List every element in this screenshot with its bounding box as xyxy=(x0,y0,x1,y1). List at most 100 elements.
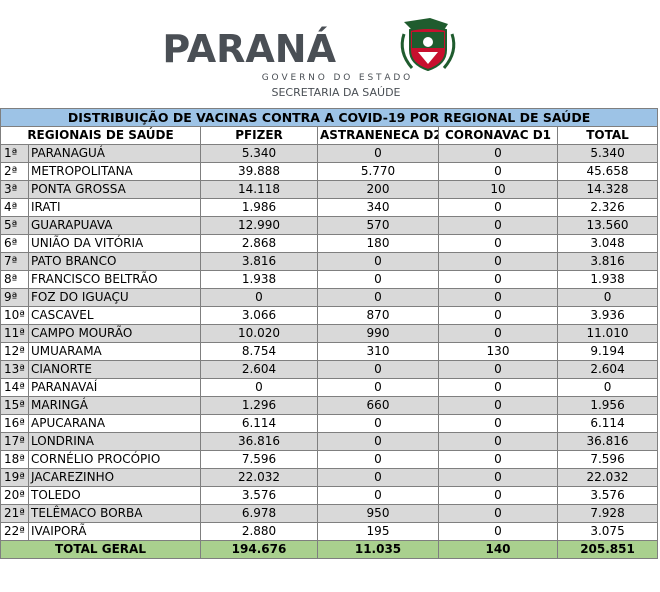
total-row: TOTAL GERAL 194.676 11.035 140 205.851 xyxy=(0,540,659,559)
row-index: 18ª xyxy=(0,450,29,469)
cell: 0 xyxy=(438,216,558,235)
row-index: 4ª xyxy=(0,198,29,217)
table-body: DISTRIBUIÇÃO DE VACINAS CONTRA A COVID-1… xyxy=(0,108,659,559)
data-row: 7ª PATO BRANCO 3.816 0 0 3.816 xyxy=(0,252,659,271)
region-name: CAMPO MOURÃO xyxy=(28,324,201,343)
row-index: 22ª xyxy=(0,522,29,541)
cell: 6.978 xyxy=(200,504,318,523)
cell: 0 xyxy=(438,414,558,433)
cell: 1.938 xyxy=(556,270,659,289)
cell: 0 xyxy=(438,288,558,307)
cell: 0 xyxy=(317,288,439,307)
cell: 340 xyxy=(317,198,439,217)
cell: 0 xyxy=(317,144,439,163)
data-row: 6ª UNIÃO DA VITÓRIA 2.868 180 0 3.048 xyxy=(0,234,659,253)
region-name: PARANAGUÁ xyxy=(28,144,201,163)
column-header: CORONAVAC D1 xyxy=(438,126,558,145)
row-index: 15ª xyxy=(0,396,29,415)
cell: 990 xyxy=(317,324,439,343)
cell: 0 xyxy=(438,468,558,487)
cell: 6.114 xyxy=(200,414,318,433)
cell: 8.754 xyxy=(200,342,318,361)
cell: 36.816 xyxy=(200,432,318,451)
cell: 1.956 xyxy=(556,396,659,415)
cell: 2.604 xyxy=(200,360,318,379)
row-index: 20ª xyxy=(0,486,29,505)
cell: 0 xyxy=(317,360,439,379)
cell: 1.296 xyxy=(200,396,318,415)
cell: 3.816 xyxy=(200,252,318,271)
cell: 0 xyxy=(438,396,558,415)
column-header: PFIZER xyxy=(200,126,318,145)
cell: 0 xyxy=(317,486,439,505)
cell: 0 xyxy=(438,378,558,397)
cell: 660 xyxy=(317,396,439,415)
row-index: 9ª xyxy=(0,288,29,307)
row-index: 8ª xyxy=(0,270,29,289)
cell: 180 xyxy=(317,234,439,253)
cell: 0 xyxy=(317,270,439,289)
data-row: 22ª IVAIPORÃ 2.880 195 0 3.075 xyxy=(0,522,659,541)
cell: 2.604 xyxy=(556,360,659,379)
region-name: LONDRINA xyxy=(28,432,201,451)
cell: 5.340 xyxy=(556,144,659,163)
cell: 0 xyxy=(438,360,558,379)
cell: 0 xyxy=(438,432,558,451)
cell: 14.118 xyxy=(200,180,318,199)
region-name: IRATI xyxy=(28,198,201,217)
cell: 0 xyxy=(438,504,558,523)
cell: 0 xyxy=(317,432,439,451)
cell: 0 xyxy=(438,486,558,505)
cell: 0 xyxy=(317,450,439,469)
title-row: DISTRIBUIÇÃO DE VACINAS CONTRA A COVID-1… xyxy=(0,108,659,127)
region-name: IVAIPORÃ xyxy=(28,522,201,541)
cell: 0 xyxy=(317,378,439,397)
header-row: REGIONAIS DE SAÚDE PFIZER ASTRANENECA D2 CO… xyxy=(0,126,659,145)
data-row: 14ª PARANAVAÍ 0 0 0 0 xyxy=(0,378,659,397)
region-name: CIANORTE xyxy=(28,360,201,379)
vaccine-table: DISTRIBUIÇÃO DE VACINAS CONTRA A COVID-1… xyxy=(0,108,659,559)
row-index: 6ª xyxy=(0,234,29,253)
cell: 36.816 xyxy=(556,432,659,451)
cell: 22.032 xyxy=(556,468,659,487)
cell: 1.938 xyxy=(200,270,318,289)
cell: 3.936 xyxy=(556,306,659,325)
data-row: 3ª PONTA GROSSA 14.118 200 10 14.328 xyxy=(0,180,659,199)
cell: 22.032 xyxy=(200,468,318,487)
region-name: PARANAVAÍ xyxy=(28,378,201,397)
cell: 0 xyxy=(438,234,558,253)
cell: 10 xyxy=(438,180,558,199)
cell: 0 xyxy=(556,378,659,397)
cell: 0 xyxy=(438,198,558,217)
cell: 195 xyxy=(317,522,439,541)
cell: 130 xyxy=(438,342,558,361)
data-row: 20ª TOLEDO 3.576 0 0 3.576 xyxy=(0,486,659,505)
region-name: MARINGÁ xyxy=(28,396,201,415)
region-name: CASCAVEL xyxy=(28,306,201,325)
cell: 3.048 xyxy=(556,234,659,253)
cell: 2.880 xyxy=(200,522,318,541)
logo: PARANÁ G O V E R N O D O E S T A D O SEC… xyxy=(162,18,456,99)
row-index: 3ª xyxy=(0,180,29,199)
cell: 0 xyxy=(438,306,558,325)
column-header: TOTAL xyxy=(556,126,659,145)
data-row: 2ª METROPOLITANA 39.888 5.770 0 45.658 xyxy=(0,162,659,181)
cell: 2.326 xyxy=(556,198,659,217)
cell: 0 xyxy=(438,522,558,541)
row-index: 13ª xyxy=(0,360,29,379)
cell: 0 xyxy=(200,288,318,307)
cell: 14.328 xyxy=(556,180,659,199)
cell: 3.576 xyxy=(556,486,659,505)
cell: 0 xyxy=(438,144,558,163)
row-index: 12ª xyxy=(0,342,29,361)
cell: 5.340 xyxy=(200,144,318,163)
column-header: ASTRANENECA D2 xyxy=(317,126,439,145)
cell: 570 xyxy=(317,216,439,235)
total-cell: 205.851 xyxy=(556,540,659,559)
data-row: 10ª CASCAVEL 3.066 870 0 3.936 xyxy=(0,306,659,325)
total-cell: 194.676 xyxy=(200,540,318,559)
cell: 13.560 xyxy=(556,216,659,235)
data-row: 8ª FRANCISCO BELTRÃO 1.938 0 0 1.938 xyxy=(0,270,659,289)
cell: 870 xyxy=(317,306,439,325)
subtitle: G O V E R N O D O E S T A D O xyxy=(262,73,411,83)
